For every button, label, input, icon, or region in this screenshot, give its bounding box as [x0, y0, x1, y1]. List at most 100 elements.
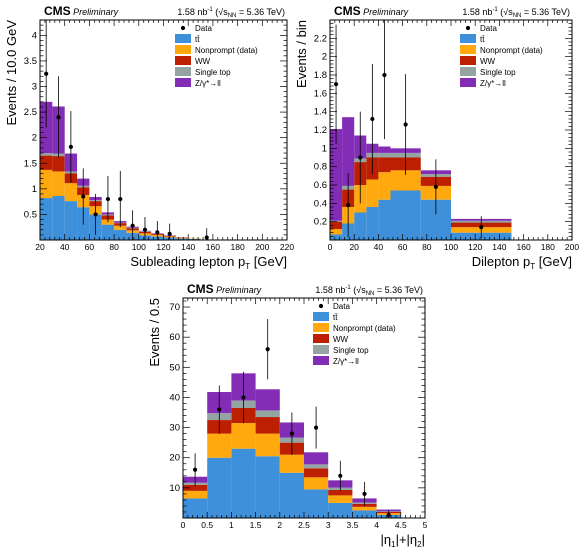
y-tick-label-5: 1 [322, 143, 327, 154]
bar-ttbar-bin-3 [354, 212, 367, 240]
y-tick-label-7: 3.5 [24, 56, 37, 67]
bar-nonprompt-bin-1 [330, 229, 343, 235]
data-point-4 [265, 347, 270, 352]
bar-ttbar-bin-7 [114, 229, 127, 240]
legend-label-dy: Z/γ*→ll [195, 79, 221, 88]
legend-label-nonprompt: Nonprompt (data) [195, 46, 258, 55]
lumi-energy-label: 1.58 nb-1 (√sNN = 5.36 TeV) [315, 285, 423, 297]
legend-swatch-ttbar [175, 34, 191, 43]
legend-swatch-ww [175, 56, 191, 65]
y-tick-label-2: 1 [32, 184, 37, 195]
legend-swatch-singletop [313, 345, 329, 354]
data-point-9 [142, 227, 148, 232]
x-tick-label-1: 0 [181, 520, 186, 530]
legend-label-ttbar: tt̄ [195, 35, 200, 44]
x-tick-label-8: 140 [492, 242, 506, 252]
x-axis-title: Subleading lepton pT [GeV] [130, 254, 287, 271]
bar-nonprompt-bin-5 [279, 454, 304, 473]
y-axis-title: Events / 0.5 [147, 298, 162, 367]
x-tick-label-4: 60 [398, 242, 408, 252]
x-tick-label-11: 220 [280, 242, 294, 252]
bar-ww-bin-4 [255, 417, 280, 434]
bar-nonprompt-bin-7 [328, 495, 353, 503]
x-tick-label-2: 40 [60, 242, 70, 252]
data-points [44, 20, 209, 240]
legend-data-label: Data [480, 24, 497, 33]
bar-ttbar-bin-5 [378, 199, 391, 240]
data-point-4 [370, 116, 375, 122]
legend-swatch-ttbar [460, 34, 476, 43]
bar-ttbar-bin-6 [390, 190, 421, 240]
x-tick-label-3: 1 [229, 520, 234, 530]
data-point-9 [386, 512, 391, 518]
bar-nonprompt-bin-4 [366, 179, 379, 207]
legend-data-label: Data [333, 302, 350, 311]
data-points [193, 319, 391, 518]
y-tick-label-4: 40 [169, 392, 180, 403]
bar-ww-bin-2 [52, 156, 65, 172]
plot-panel-3: 0 0.5 1 1.5 2 2.5 3 3.5 4 4.5 5 10 20 30 40 50 60 70 |η1|+… [147, 282, 428, 549]
legend-swatch-nonprompt [313, 323, 329, 332]
x-tick-label-2: 0.5 [201, 520, 213, 530]
bar-nonprompt-bin-2 [207, 433, 232, 458]
bar-ww-bin-5 [378, 157, 391, 173]
y-tick-label-5: 50 [169, 362, 180, 373]
x-tick-label-3: 60 [85, 242, 95, 252]
x-tick-label-7: 3 [326, 520, 331, 530]
x-tick-label-8: 160 [206, 242, 220, 252]
data-point-1 [333, 82, 339, 87]
legend-label-nonprompt: Nonprompt (data) [333, 324, 396, 333]
data-point-7 [433, 184, 438, 189]
x-tick-label-5: 80 [422, 242, 432, 252]
bar-nonprompt-bin-6 [304, 477, 329, 490]
y-tick-label-7: 70 [169, 302, 180, 313]
x-tick-label-10: 4.5 [395, 520, 407, 530]
bar-nonprompt-bin-13 [188, 238, 201, 239]
bar-ttbar-bin-6 [101, 224, 115, 240]
x-tick-label-7: 140 [181, 242, 195, 252]
bar-dy-bin-2 [342, 117, 355, 186]
bar-nonprompt-bin-12 [175, 237, 189, 239]
legend-label-singletop: Single top [480, 68, 516, 77]
data-point-6 [105, 196, 111, 202]
bar-nonprompt-bin-5 [378, 172, 391, 200]
legend-swatch-dy [460, 78, 476, 87]
legend-swatch-nonprompt [175, 45, 191, 54]
data-point-11 [167, 231, 172, 236]
x-tick-label-10: 180 [541, 242, 555, 252]
bar-singletop-bin-4 [255, 410, 280, 418]
data-point-5 [289, 431, 294, 436]
bar-nonprompt-bin-1 [183, 490, 208, 499]
x-tick-label-5: 100 [132, 242, 146, 252]
x-tick-label-1: 0 [328, 242, 333, 252]
y-tick-label-2: 0.4 [314, 198, 327, 209]
legend-data-marker [318, 303, 324, 309]
y-axis-title: Events / 10.0 GeV [4, 20, 19, 126]
x-tick-label-11: 200 [565, 242, 579, 252]
bar-ttbar-bin-2 [52, 196, 65, 240]
legend: Data tt̄ Nonprompt (data) WW Single top Z/γ*→… [175, 24, 258, 88]
y-tick-label-3: 30 [169, 423, 180, 434]
y-tick-label-8: 4 [32, 30, 37, 41]
data-point-2 [217, 407, 222, 412]
bar-dy-bin-4 [255, 389, 280, 411]
x-axis-title: Dilepton pT [GeV] [472, 254, 572, 271]
legend-label-ttbar: tt̄ [480, 35, 485, 44]
legend-label-ttbar: tt̄ [333, 313, 338, 322]
data-point-1 [193, 467, 198, 472]
cms-label: CMS Preliminary [334, 4, 409, 18]
y-tick-label-1: 0.5 [24, 209, 37, 220]
bar-singletop-bin-1 [330, 220, 343, 222]
data-point-4 [81, 194, 86, 199]
y-tick-label-1: 0.2 [314, 217, 327, 228]
bar-ww-bin-1 [40, 155, 53, 170]
data-points [333, 20, 484, 239]
x-tick-label-9: 4 [374, 520, 379, 530]
cms-label: CMS Preliminary [187, 282, 262, 296]
y-tick-label-9: 1.8 [314, 70, 327, 81]
legend-swatch-ww [460, 56, 476, 65]
y-tick-label-1: 10 [169, 483, 180, 494]
x-tick-label-6: 120 [156, 242, 170, 252]
bar-ww-bin-1 [183, 484, 208, 491]
